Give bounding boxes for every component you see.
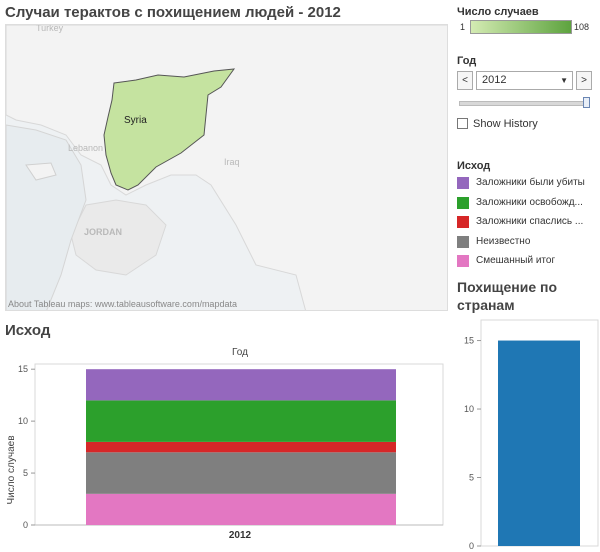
turkey-label: Turkey — [36, 25, 64, 33]
legend-label: Заложники спаслись ... — [476, 216, 584, 227]
y-tick-label: 15 — [18, 364, 28, 374]
legend-swatch — [457, 216, 469, 228]
chevron-down-icon: ▼ — [560, 76, 568, 85]
outcome-category-label: 2012 — [229, 530, 252, 541]
map-credit[interactable]: About Tableau maps: www.tableausoftware.… — [8, 299, 237, 309]
y-tick-label: 15 — [464, 336, 474, 346]
year-prev-button[interactable]: < — [457, 71, 473, 90]
outcome-stacked-bar-chart: Год Число случаев 0 5 10 15 2012 — [6, 347, 444, 541]
stacked-bar-segment[interactable] — [86, 441, 396, 453]
lebanon-label: Lebanon — [68, 143, 103, 153]
jordan-label: JORDAN — [84, 227, 122, 237]
legend-label: Смешанный итог — [476, 255, 556, 266]
y-tick-label: 0 — [469, 541, 474, 550]
map-title: Случаи терактов с похищением людей - 201… — [5, 4, 341, 21]
y-tick-label: 5 — [23, 468, 28, 478]
year-slider-thumb[interactable] — [583, 97, 590, 108]
legend-label: Заложники были убиты — [476, 177, 585, 188]
year-select[interactable]: 2012 ▼ — [476, 71, 573, 90]
country-bar[interactable] — [498, 340, 580, 546]
outcome-chart-header: Год — [232, 347, 248, 358]
count-legend-max: 108 — [574, 22, 590, 32]
legend-label: Заложники освобожд... — [476, 196, 583, 208]
show-history-checkbox[interactable] — [457, 118, 468, 129]
year-filter-title: Год — [457, 55, 477, 67]
outcome-chart-title: Исход — [5, 322, 51, 339]
year-next-button[interactable]: > — [576, 71, 592, 90]
count-legend-title: Число случаев — [457, 6, 539, 18]
year-slider-track[interactable] — [459, 101, 589, 106]
count-legend-gradient — [470, 20, 572, 34]
year-select-value: 2012 — [482, 74, 507, 86]
outcome-chart-ylabel: Число случаев — [6, 435, 17, 504]
choropleth-map[interactable]: Syria Lebanon Iraq JORDAN Turkey — [5, 24, 448, 311]
legend-swatch — [457, 235, 469, 248]
stacked-bar-segment[interactable] — [86, 369, 396, 401]
y-tick-label: 0 — [23, 520, 28, 530]
legend-swatch — [457, 196, 469, 209]
y-tick-label: 10 — [18, 416, 28, 426]
bycountry-title: Похищение по странам — [457, 279, 558, 313]
y-tick-label: 5 — [469, 473, 474, 483]
legend-swatch — [457, 177, 469, 189]
y-tick-label: 10 — [464, 404, 474, 414]
bycountry-bar-chart: 0 5 10 15 — [464, 319, 599, 550]
syria-label: Syria — [124, 115, 147, 126]
outcome-legend-title: Исход — [457, 160, 491, 172]
stacked-bar-segment[interactable] — [86, 400, 396, 442]
count-legend-min: 1 — [460, 22, 466, 32]
legend-swatch — [457, 255, 469, 267]
show-history-label[interactable]: Show History — [473, 118, 538, 130]
legend-label: Неизвестно — [476, 235, 531, 247]
iraq-label: Iraq — [224, 157, 240, 167]
stacked-bar-segment[interactable] — [86, 452, 396, 494]
stacked-bar-segment[interactable] — [86, 493, 396, 525]
syria-region[interactable] — [103, 68, 236, 191]
